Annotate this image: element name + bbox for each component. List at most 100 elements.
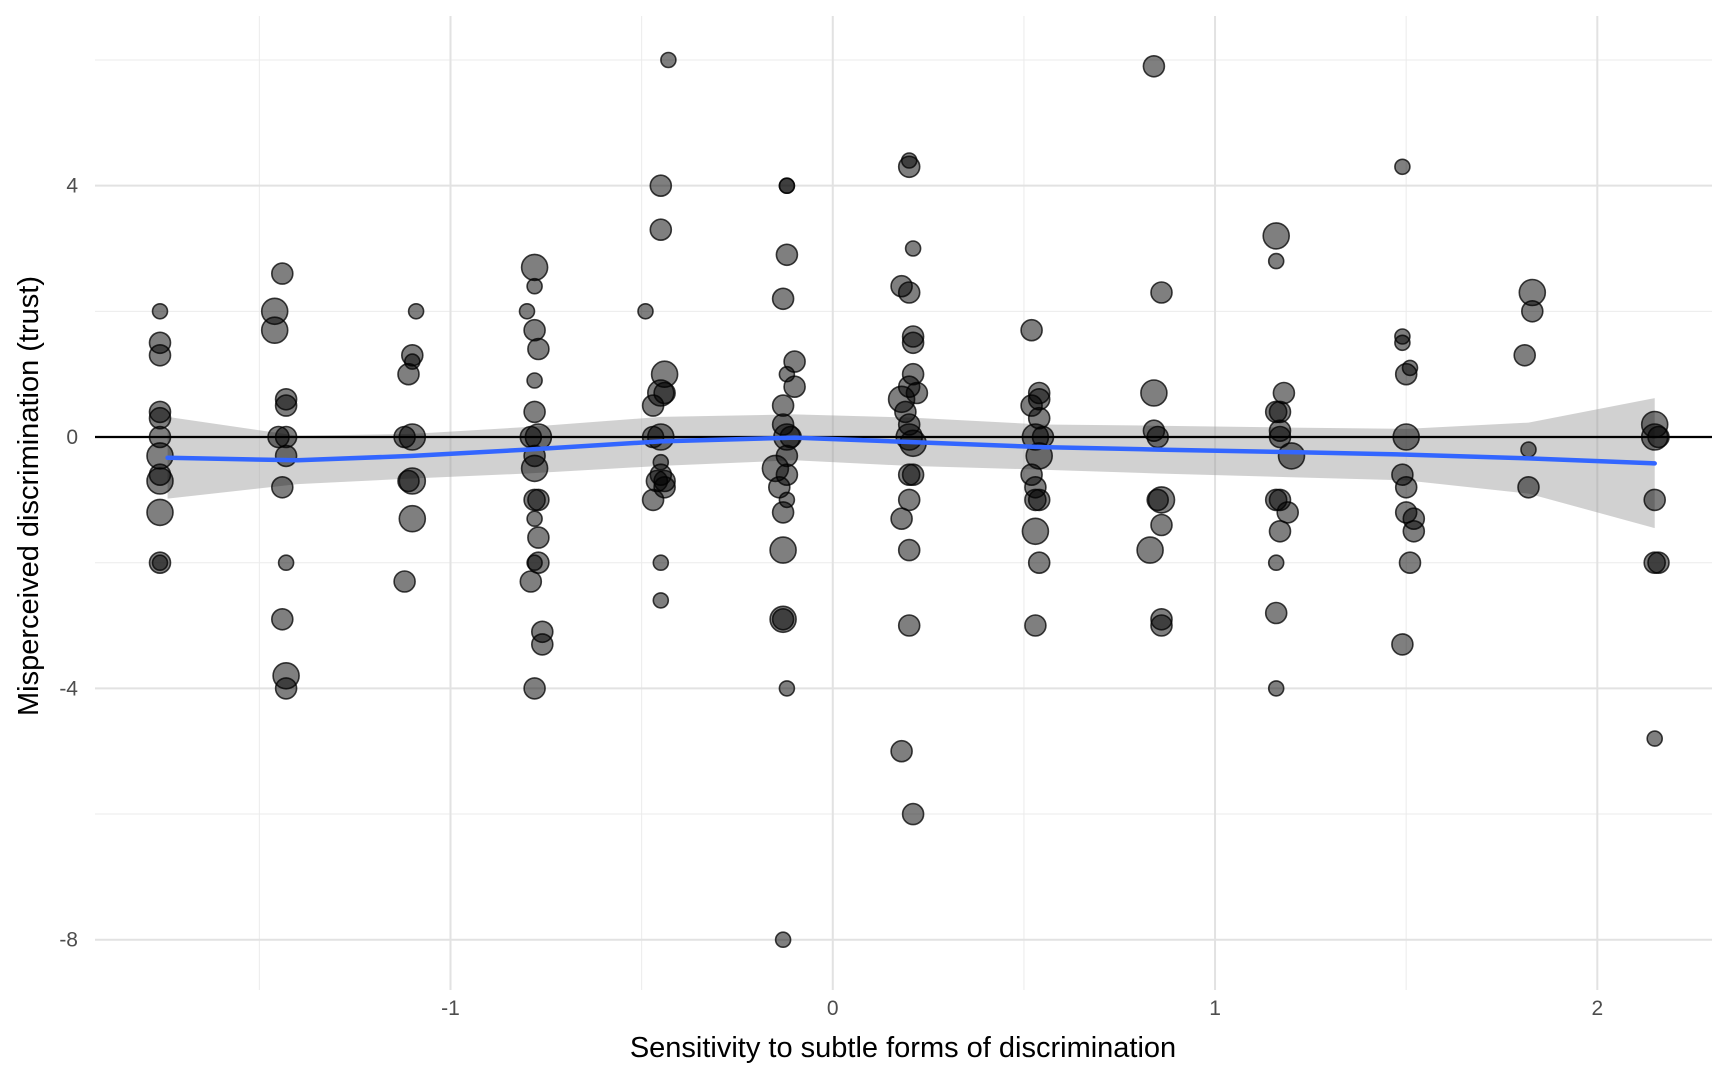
- data-point: [1394, 362, 1418, 386]
- y-tick-label: 4: [66, 175, 78, 198]
- y-axis-ticks: -8 -4 0 4: [59, 175, 78, 952]
- data-point: [274, 444, 298, 468]
- data-point: [641, 488, 665, 512]
- data-point: [526, 510, 543, 528]
- data-point: [1646, 730, 1663, 747]
- data-point: [897, 614, 921, 637]
- data-point: [148, 551, 172, 575]
- data-point: [1268, 519, 1292, 543]
- data-point: [769, 605, 797, 634]
- data-point: [652, 592, 670, 609]
- data-point: [1264, 400, 1288, 424]
- x-axis-ticks: -1 0 1 2: [441, 997, 1603, 1020]
- data-point: [890, 739, 913, 763]
- data-point: [897, 538, 921, 562]
- data-point: [520, 454, 549, 483]
- data-point: [897, 155, 921, 179]
- data-point: [270, 262, 294, 285]
- data-point: [1394, 158, 1411, 176]
- y-tick-label: -8: [59, 929, 78, 952]
- data-point: [1276, 501, 1299, 524]
- data-point: [1142, 55, 1166, 78]
- data-point: [1150, 614, 1173, 637]
- smooth-line: [165, 435, 1657, 466]
- x-tick-label: -1: [441, 997, 460, 1020]
- data-point: [771, 287, 795, 311]
- data-point: [897, 281, 921, 304]
- data-point: [520, 253, 549, 282]
- data-point: [1146, 425, 1169, 449]
- data-point: [649, 174, 673, 197]
- data-point: [652, 554, 670, 572]
- data-point: [769, 536, 797, 564]
- data-point: [771, 501, 795, 524]
- data-point: [519, 570, 543, 593]
- y-axis-title: Misperceived discrimination (trust): [13, 276, 45, 716]
- data-point: [274, 394, 298, 417]
- data-point: [649, 218, 673, 241]
- data-point: [146, 498, 174, 527]
- data-point: [277, 554, 295, 572]
- data-point: [523, 318, 546, 342]
- x-axis-title: Sensitivity to subtle forms of discrimin…: [630, 1032, 1176, 1064]
- data-point: [1267, 252, 1285, 270]
- data-point: [1520, 441, 1537, 458]
- data-point: [527, 337, 550, 361]
- x-tick-label: 2: [1591, 997, 1603, 1020]
- data-point: [526, 554, 543, 572]
- data-point: [523, 677, 546, 700]
- data-point: [398, 504, 427, 533]
- x-tick-label: 0: [827, 997, 839, 1020]
- data-point: [260, 316, 289, 345]
- smooth-line-layer: [165, 435, 1657, 466]
- x-tick-label: 1: [1209, 997, 1221, 1020]
- points-layer: [146, 51, 1670, 949]
- data-point: [897, 488, 921, 512]
- data-point: [407, 302, 425, 320]
- data-point: [774, 931, 792, 949]
- data-point: [274, 677, 298, 700]
- data-point: [526, 277, 543, 295]
- data-point: [1398, 551, 1422, 575]
- data-point: [1267, 680, 1285, 697]
- data-point: [397, 362, 420, 386]
- data-point: [530, 633, 554, 656]
- data-point: [398, 423, 427, 451]
- data-point: [270, 475, 294, 499]
- data-point: [637, 302, 654, 320]
- y-tick-label: 0: [66, 426, 78, 449]
- data-point: [901, 802, 925, 826]
- data-point: [523, 400, 546, 424]
- data-point: [890, 507, 913, 531]
- data-point: [1513, 343, 1536, 367]
- data-point: [1021, 517, 1050, 546]
- data-point: [641, 394, 665, 417]
- data-point: [1394, 334, 1411, 352]
- data-point: [1150, 513, 1173, 537]
- data-point: [1267, 554, 1285, 572]
- data-point: [771, 394, 795, 417]
- data-point: [775, 243, 799, 267]
- data-point: [1027, 551, 1051, 575]
- data-point: [1020, 318, 1043, 342]
- data-point: [901, 463, 925, 487]
- data-point: [904, 240, 922, 257]
- data-point: [393, 570, 416, 593]
- data-point: [1027, 488, 1051, 512]
- data-point: [146, 467, 174, 495]
- data-point: [151, 302, 169, 320]
- data-point: [1150, 281, 1173, 304]
- data-point: [526, 372, 543, 389]
- data-point: [518, 302, 536, 320]
- data-point: [1024, 614, 1047, 637]
- data-point: [1264, 601, 1288, 625]
- data-point: [1277, 442, 1306, 470]
- data-point: [148, 343, 172, 367]
- data-point: [1140, 379, 1168, 407]
- data-point: [660, 51, 677, 69]
- data-point: [270, 607, 294, 631]
- data-point: [1521, 299, 1544, 323]
- data-point: [1402, 519, 1426, 543]
- data-point: [1647, 551, 1670, 575]
- data-point: [274, 425, 298, 449]
